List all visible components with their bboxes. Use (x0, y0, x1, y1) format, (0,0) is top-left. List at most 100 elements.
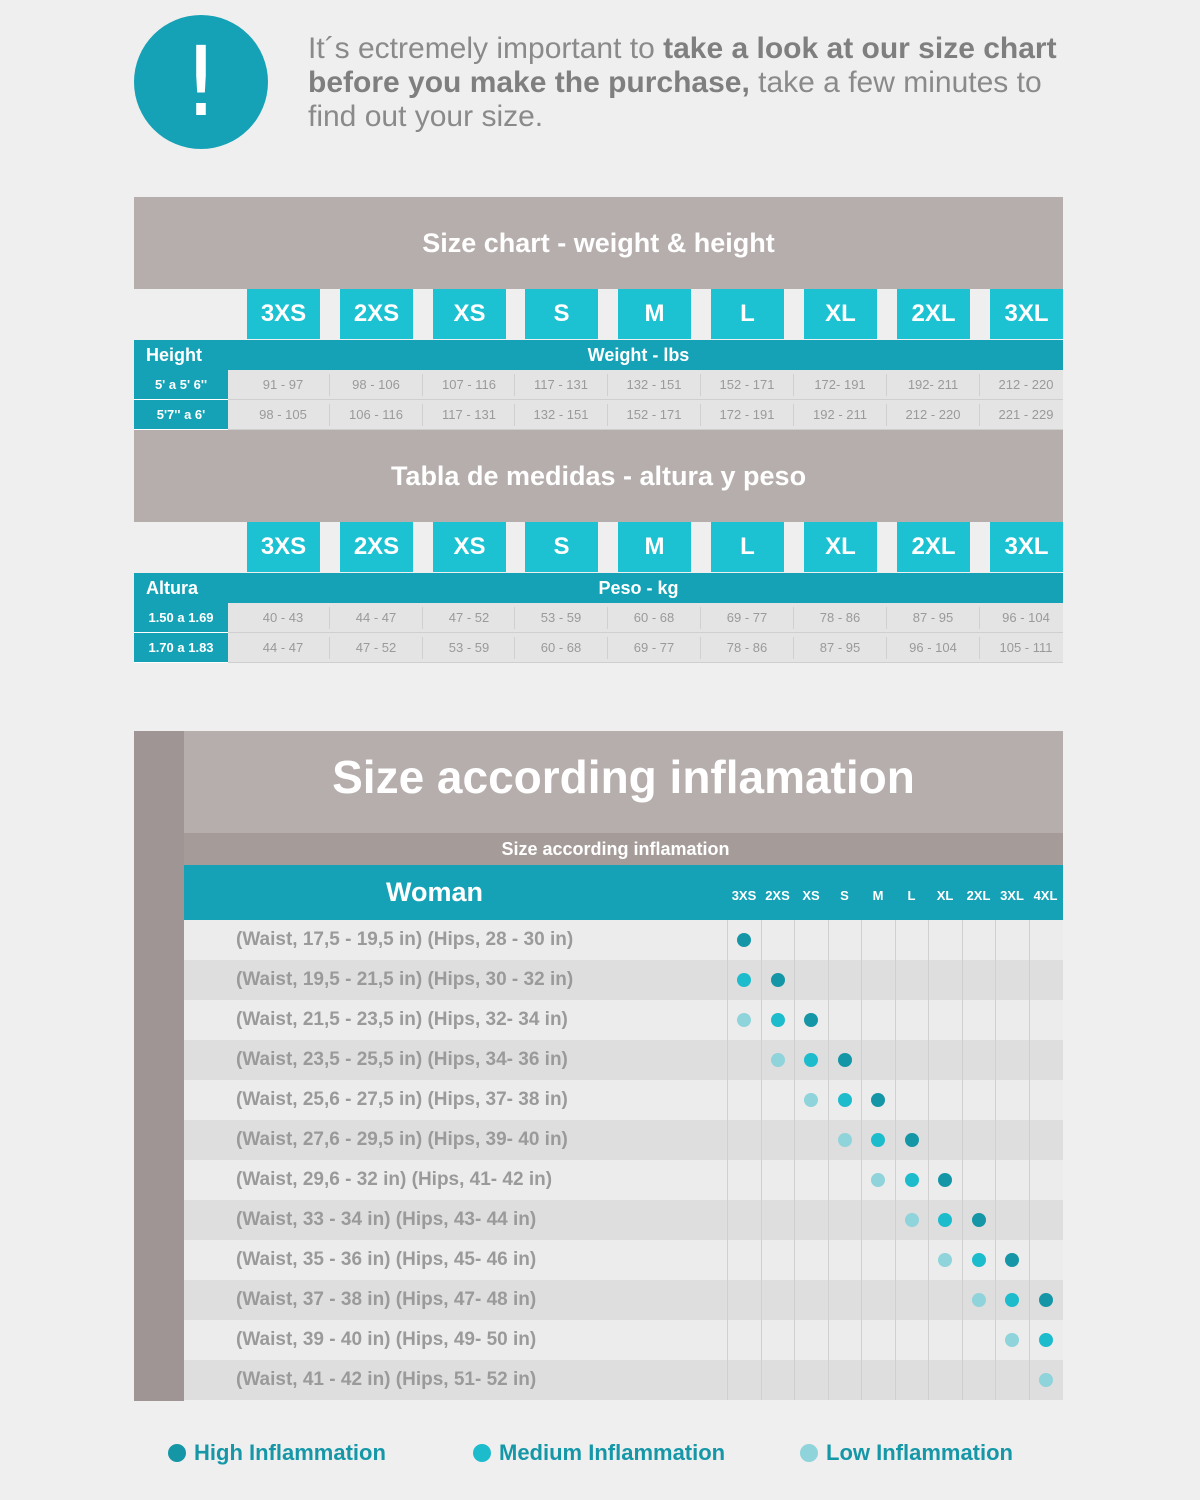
column-divider (828, 1280, 829, 1320)
medium-inflammation-dot (1039, 1333, 1053, 1347)
column-divider (928, 1040, 929, 1080)
medium-inflammation-dot (938, 1213, 952, 1227)
size-header-2xl: 2XL (897, 289, 970, 339)
column-divider (995, 1360, 996, 1400)
legend-dot-icon (800, 1444, 818, 1462)
low-inflammation-dot (938, 1253, 952, 1267)
column-divider (895, 1040, 896, 1080)
table-cell: 69 - 77 (726, 610, 768, 625)
intro-part: take a few minutes to find out your size… (308, 66, 1042, 133)
row-label: (Waist, 23,5 - 25,5 in) (Hips, 34- 36 in… (236, 1049, 568, 1070)
column-divider (962, 1080, 963, 1120)
column-divider (895, 1280, 896, 1320)
col-header-m: M (872, 888, 884, 903)
column-divider (895, 1200, 896, 1240)
size-header-m: M (618, 289, 691, 339)
low-inflammation-dot (1005, 1333, 1019, 1347)
column-divider (962, 1360, 963, 1400)
high-inflammation-dot (905, 1133, 919, 1147)
table-row (184, 1080, 1063, 1120)
column-divider (1029, 1000, 1030, 1040)
column-divider (962, 1200, 963, 1240)
column-divider (861, 1200, 862, 1240)
column-divider (1029, 1240, 1030, 1280)
legend-item-medium: Medium Inflammation (473, 1440, 725, 1466)
column-divider (928, 1080, 929, 1120)
column-divider (794, 1000, 795, 1040)
column-divider (861, 1040, 862, 1080)
column-divider (861, 1280, 862, 1320)
size-header-s: S (525, 522, 598, 572)
low-inflammation-dot (804, 1093, 818, 1107)
intro-text: It´s ectremely important to take a look … (308, 32, 1078, 134)
legend-item-low: Low Inflammation (800, 1440, 1013, 1466)
table-cell: 40 - 43 (262, 610, 304, 625)
column-divider (761, 1240, 762, 1280)
high-inflammation-dot (871, 1093, 885, 1107)
table-row (184, 1240, 1063, 1280)
column-divider (1029, 960, 1030, 1000)
column-divider (928, 1360, 929, 1400)
cell-divider (422, 404, 423, 426)
cell-divider (422, 374, 423, 396)
table-cell: 105 - 111 (999, 640, 1053, 655)
cell-divider (979, 637, 980, 659)
column-divider (1029, 1280, 1030, 1320)
legend-label: High Inflammation (194, 1440, 386, 1465)
row-label: (Waist, 19,5 - 21,5 in) (Hips, 30 - 32 i… (236, 969, 574, 990)
column-divider (861, 1320, 862, 1360)
column-divider (1029, 1080, 1030, 1120)
column-divider (794, 1120, 795, 1160)
low-inflammation-dot (1039, 1373, 1053, 1387)
legend-dot-icon (168, 1444, 186, 1462)
cell-divider (422, 637, 423, 659)
column-divider (794, 920, 795, 960)
cell-divider (514, 374, 515, 396)
cell-divider (329, 404, 330, 426)
exclamation-icon: ! (134, 15, 268, 149)
column-divider (861, 1000, 862, 1040)
row-label: (Waist, 35 - 36 in) (Hips, 45- 46 in) (236, 1249, 537, 1270)
column-divider (928, 1280, 929, 1320)
table-cell: 44 - 47 (262, 640, 304, 655)
column-divider (727, 1200, 728, 1240)
column-divider (895, 960, 896, 1000)
table-cell: 107 - 116 (442, 377, 496, 392)
column-divider (828, 1040, 829, 1080)
size-header-xs: XS (433, 289, 506, 339)
column-divider (1029, 1360, 1030, 1400)
cell-divider (329, 607, 330, 629)
column-divider (794, 1160, 795, 1200)
column-divider (962, 1280, 963, 1320)
table-cell: 44 - 47 (355, 610, 397, 625)
column-divider (761, 920, 762, 960)
column-divider (794, 1240, 795, 1280)
table-row (228, 633, 1063, 663)
cell-divider (422, 607, 423, 629)
row-label: (Waist, 27,6 - 29,5 in) (Hips, 39- 40 in… (236, 1129, 568, 1150)
column-divider (895, 1240, 896, 1280)
medium-inflammation-dot (905, 1173, 919, 1187)
table-cell: 212 - 220 (905, 407, 961, 422)
column-divider (727, 1040, 728, 1080)
medium-inflammation-dot (804, 1053, 818, 1067)
table-row (184, 960, 1063, 1000)
column-divider (1029, 920, 1030, 960)
table-row (184, 1360, 1063, 1400)
low-inflammation-dot (737, 1013, 751, 1027)
table-cell: 152 - 171 (719, 377, 775, 392)
column-divider (794, 1320, 795, 1360)
side-bar (134, 731, 184, 1401)
column-divider (962, 1040, 963, 1080)
table-cell: 152 - 171 (626, 407, 682, 422)
column-divider (761, 1360, 762, 1400)
cell-divider (700, 374, 701, 396)
cell-divider (329, 637, 330, 659)
medium-inflammation-dot (972, 1253, 986, 1267)
column-divider (794, 960, 795, 1000)
cell-divider (886, 607, 887, 629)
high-inflammation-dot (1039, 1293, 1053, 1307)
column-divider (761, 1080, 762, 1120)
column-divider (962, 1240, 963, 1280)
column-divider (995, 1200, 996, 1240)
